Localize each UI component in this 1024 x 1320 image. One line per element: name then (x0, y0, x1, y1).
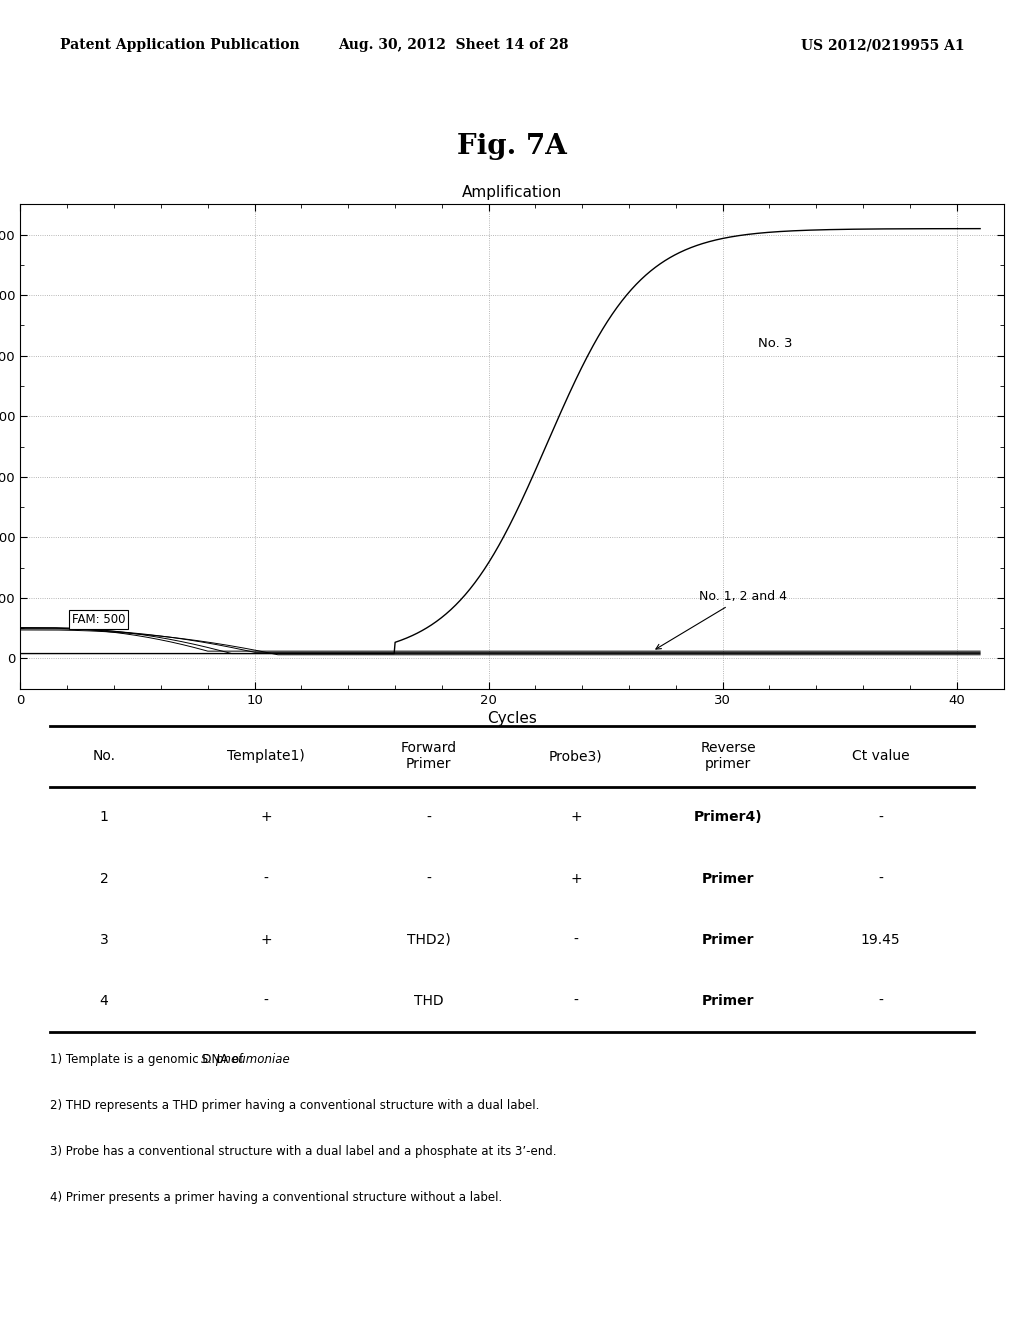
Text: Probe3): Probe3) (549, 750, 603, 763)
Text: -: - (879, 871, 883, 886)
X-axis label: Cycles: Cycles (487, 710, 537, 726)
Text: US 2012/0219955 A1: US 2012/0219955 A1 (801, 38, 965, 51)
Text: 2: 2 (99, 871, 109, 886)
Text: Fig. 7A: Fig. 7A (457, 133, 567, 160)
Text: No. 1, 2 and 4: No. 1, 2 and 4 (656, 590, 787, 649)
Text: Template1): Template1) (227, 750, 305, 763)
Text: -: - (426, 810, 431, 825)
Text: 3: 3 (99, 933, 109, 946)
Text: Reverse
primer: Reverse primer (700, 741, 756, 771)
Text: 2) THD represents a THD primer having a conventional structure with a dual label: 2) THD represents a THD primer having a … (50, 1098, 540, 1111)
Text: THD: THD (414, 994, 443, 1008)
Text: Primer: Primer (702, 871, 755, 886)
Text: S. pneumoniae: S. pneumoniae (201, 1053, 290, 1067)
Text: +: + (570, 810, 582, 825)
Text: -: - (264, 871, 268, 886)
Text: -: - (879, 994, 883, 1008)
Text: 1) Template is a genomic DNA of: 1) Template is a genomic DNA of (50, 1053, 247, 1067)
Text: 3) Probe has a conventional structure with a dual label and a phosphate at its 3: 3) Probe has a conventional structure wi… (50, 1144, 556, 1158)
Title: Amplification: Amplification (462, 185, 562, 201)
Text: -: - (426, 871, 431, 886)
Text: Aug. 30, 2012  Sheet 14 of 28: Aug. 30, 2012 Sheet 14 of 28 (338, 38, 568, 51)
Text: 1: 1 (99, 810, 109, 825)
Text: Ct value: Ct value (852, 750, 909, 763)
Text: No. 3: No. 3 (758, 337, 793, 350)
Text: 19.45: 19.45 (861, 933, 900, 946)
Text: 4: 4 (99, 994, 109, 1008)
Text: +: + (260, 933, 272, 946)
Text: FAM: 500: FAM: 500 (72, 612, 126, 626)
Text: THD2): THD2) (407, 933, 451, 946)
Text: -: - (879, 810, 883, 825)
Text: Patent Application Publication: Patent Application Publication (59, 38, 299, 51)
Text: +: + (260, 810, 272, 825)
Text: Primer4): Primer4) (694, 810, 763, 825)
Text: No.: No. (92, 750, 116, 763)
Text: .: . (262, 1053, 266, 1067)
Text: Primer: Primer (702, 994, 755, 1008)
Text: -: - (573, 933, 579, 946)
Text: Forward
Primer: Forward Primer (400, 741, 457, 771)
Text: -: - (264, 994, 268, 1008)
Text: Primer: Primer (702, 933, 755, 946)
Text: 4) Primer presents a primer having a conventional structure without a label.: 4) Primer presents a primer having a con… (50, 1191, 502, 1204)
Text: -: - (573, 994, 579, 1008)
Text: +: + (570, 871, 582, 886)
